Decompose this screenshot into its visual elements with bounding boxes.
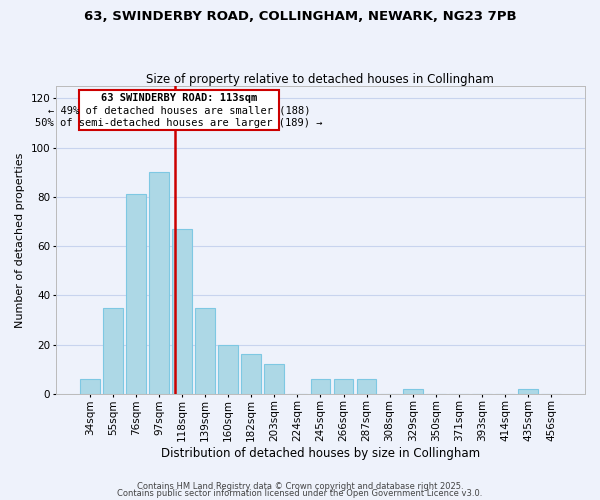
Bar <box>126 194 146 394</box>
Text: Contains HM Land Registry data © Crown copyright and database right 2025.: Contains HM Land Registry data © Crown c… <box>137 482 463 491</box>
Bar <box>79 90 279 130</box>
Bar <box>241 354 261 394</box>
Bar <box>265 364 284 394</box>
Bar <box>357 379 376 394</box>
Text: 63 SWINDERBY ROAD: 113sqm: 63 SWINDERBY ROAD: 113sqm <box>101 94 257 104</box>
Bar <box>311 379 330 394</box>
Bar <box>172 229 192 394</box>
Bar <box>103 308 122 394</box>
Bar <box>149 172 169 394</box>
Y-axis label: Number of detached properties: Number of detached properties <box>15 152 25 328</box>
Title: Size of property relative to detached houses in Collingham: Size of property relative to detached ho… <box>146 73 494 86</box>
Bar <box>403 389 422 394</box>
Bar <box>518 389 538 394</box>
Text: ← 49% of detached houses are smaller (188): ← 49% of detached houses are smaller (18… <box>48 106 310 116</box>
Bar <box>80 379 100 394</box>
Bar <box>218 344 238 394</box>
Text: Contains public sector information licensed under the Open Government Licence v3: Contains public sector information licen… <box>118 490 482 498</box>
Text: 50% of semi-detached houses are larger (189) →: 50% of semi-detached houses are larger (… <box>35 118 323 128</box>
X-axis label: Distribution of detached houses by size in Collingham: Distribution of detached houses by size … <box>161 447 480 460</box>
Text: 63, SWINDERBY ROAD, COLLINGHAM, NEWARK, NG23 7PB: 63, SWINDERBY ROAD, COLLINGHAM, NEWARK, … <box>83 10 517 23</box>
Bar <box>334 379 353 394</box>
Bar <box>195 308 215 394</box>
